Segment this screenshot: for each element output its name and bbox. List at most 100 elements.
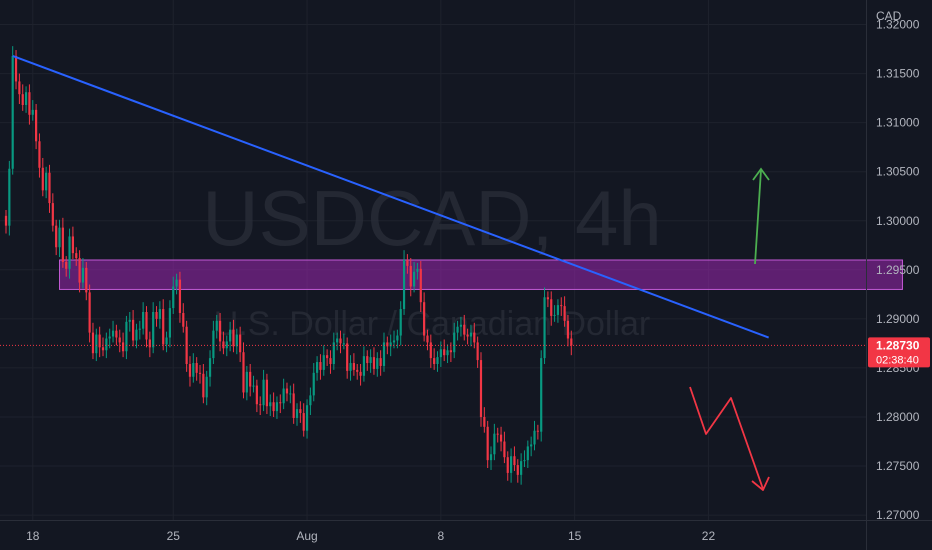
candle-body <box>319 362 322 370</box>
candle-body <box>473 332 476 343</box>
resistance-zone[interactable] <box>59 259 903 290</box>
candle-body <box>402 260 406 310</box>
candle-body <box>509 456 513 473</box>
candle-body <box>369 357 372 364</box>
candle-body <box>229 329 232 342</box>
candle-body <box>28 92 31 115</box>
candle-body <box>556 305 560 315</box>
candle-body <box>142 312 145 329</box>
candle-body <box>533 430 536 445</box>
candle-body <box>409 265 412 287</box>
candle-body <box>359 371 362 376</box>
candle-body <box>536 430 539 432</box>
candle-body <box>91 332 95 354</box>
candle-body <box>198 372 202 374</box>
candle-body <box>205 376 208 398</box>
candle-body <box>516 465 519 475</box>
candle-body <box>255 385 258 405</box>
candle-body <box>115 330 118 338</box>
candle-body <box>526 446 529 461</box>
candles-group <box>4 46 573 485</box>
candle-body <box>540 358 543 432</box>
candle-body <box>218 320 222 342</box>
candle-body <box>423 302 426 336</box>
candle-body <box>165 337 168 345</box>
candle-body <box>8 168 11 226</box>
candle-body <box>285 388 289 394</box>
candle-body <box>168 308 172 338</box>
candle-body <box>463 324 466 335</box>
candle-body <box>128 319 131 322</box>
candle-body <box>202 373 205 398</box>
candle-body <box>178 279 182 313</box>
candle-body <box>121 342 125 352</box>
candle-body <box>11 55 14 169</box>
candle-body <box>269 402 272 407</box>
candle-body <box>329 358 332 364</box>
candle-body <box>81 267 85 283</box>
candle-body <box>489 454 493 461</box>
candle-body <box>466 334 469 337</box>
candle-body <box>242 352 245 393</box>
candle-body <box>520 461 523 475</box>
candle-body <box>563 306 566 321</box>
candle-body <box>55 225 58 248</box>
candle-body <box>315 362 319 373</box>
resistance-zone-group <box>59 259 903 290</box>
time-tick-label: 22 <box>702 529 716 543</box>
candle-body <box>530 444 533 447</box>
candle-body <box>389 342 392 347</box>
arrow-up-drawing[interactable] <box>752 167 770 265</box>
candle-body <box>419 268 422 303</box>
candle-body <box>188 364 192 377</box>
price-axis: 1.32000 1.31500 1.31000 1.30500 1.30000 1.295… <box>866 0 920 550</box>
trendline[interactable] <box>12 54 770 339</box>
candle-body <box>305 405 309 431</box>
candle-body <box>21 94 24 105</box>
candle-body <box>14 55 18 82</box>
candle-body <box>479 360 483 417</box>
candle-body <box>275 402 279 412</box>
candle-body <box>195 363 198 373</box>
candle-body <box>279 402 282 404</box>
current-price-tag: 1.28730 02:38:40 <box>868 337 930 368</box>
candle-body <box>282 388 285 404</box>
candle-body <box>406 260 409 266</box>
candle-body <box>98 334 101 348</box>
candle-body <box>566 320 570 339</box>
watermark-name: U.S. Dollar / Canadian Dollar <box>214 305 651 343</box>
candle-body <box>386 342 389 347</box>
candle-body <box>312 372 315 396</box>
price-tick-label: 1.31500 <box>876 67 920 81</box>
candle-body <box>543 297 546 359</box>
time-tick-label: 18 <box>26 529 40 543</box>
candle-body <box>35 109 38 142</box>
candle-body <box>295 409 299 418</box>
candle-body <box>222 341 225 349</box>
candle-body <box>155 312 158 319</box>
candle-body <box>342 343 345 345</box>
candle-body <box>443 349 446 356</box>
candle-body <box>18 81 21 95</box>
candle-body <box>496 433 499 435</box>
candle-body <box>366 356 369 364</box>
candle-body <box>476 342 479 361</box>
candle-body <box>111 330 115 337</box>
candle-body <box>483 416 486 427</box>
candle-body <box>78 258 81 283</box>
arrow-down-drawing[interactable] <box>689 386 770 491</box>
candle-body <box>51 203 54 226</box>
candle-body <box>346 343 349 371</box>
candle-body <box>148 339 151 348</box>
candle-body <box>499 434 503 442</box>
candle-body <box>38 141 41 168</box>
candle-body <box>262 379 265 406</box>
candle-body <box>416 268 419 272</box>
candle-body <box>332 342 335 364</box>
candle-body <box>24 92 28 105</box>
candle-body <box>446 350 449 356</box>
candle-body <box>68 236 71 269</box>
price-tick-label: 1.31000 <box>876 116 920 130</box>
